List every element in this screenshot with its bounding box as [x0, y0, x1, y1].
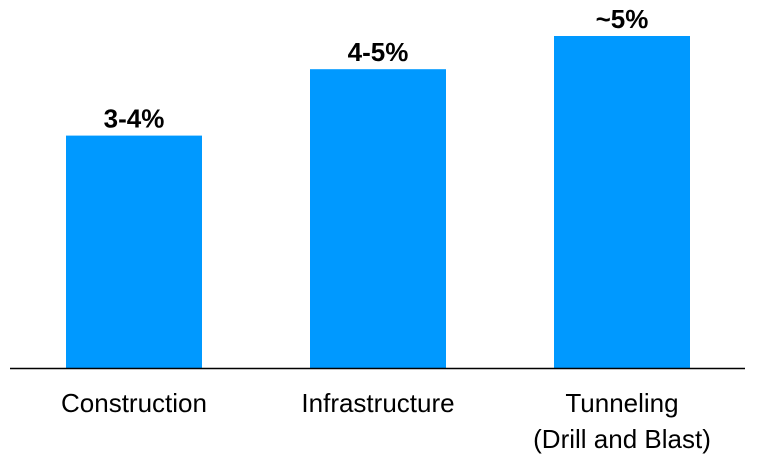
data-label-2: ~5%	[596, 4, 649, 34]
category-label-1: Infrastructure	[301, 388, 454, 418]
bar-2	[554, 36, 690, 368]
category-labels-layer: Construction Infrastructure Tunneling (Dril…	[61, 388, 711, 454]
data-label-1: 4-5%	[348, 37, 409, 67]
category-label-2-line-0: Tunneling	[565, 388, 678, 418]
data-label-0: 3-4%	[104, 104, 165, 134]
data-labels-layer: 3-4% 4-5% ~5%	[104, 4, 649, 134]
bars-layer	[66, 36, 690, 368]
bar-0	[66, 135, 202, 368]
bar-1	[310, 69, 446, 368]
category-label-2-line-1: (Drill and Blast)	[533, 424, 711, 454]
category-label-0: Construction	[61, 388, 207, 418]
